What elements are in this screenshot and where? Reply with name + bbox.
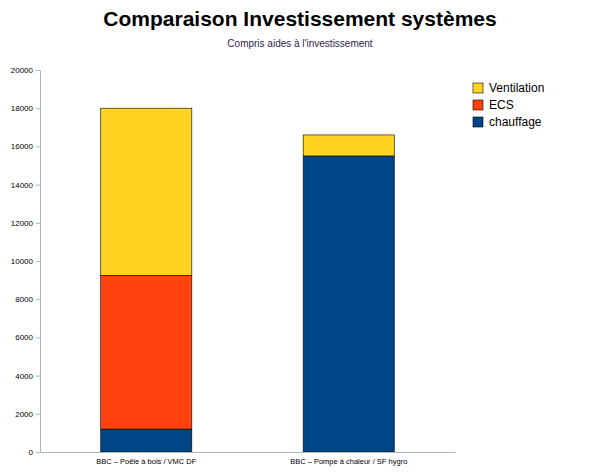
tick-label: BBC – Poêle à bois / VMC DF [96, 457, 196, 466]
tick: 2000 [15, 410, 40, 419]
tick-mark [36, 223, 40, 224]
plot-area [101, 108, 395, 452]
tick-mark [36, 108, 40, 109]
tick-mark [36, 414, 40, 415]
series [101, 275, 192, 429]
tick-mark [36, 70, 40, 71]
x-axis: BBC – Poêle à bois / VMC DF BBC – Pompe à… [41, 452, 456, 466]
background [0, 0, 600, 474]
bar [101, 429, 192, 452]
axis-line [41, 452, 456, 453]
legend-swatch [473, 117, 483, 127]
y-axis: 0 2000 4000 6000 8000 10000 12000 14000 16000 180… [11, 66, 41, 457]
tick-label: 20000 [11, 66, 34, 75]
tick-label: 12000 [11, 219, 34, 228]
tick-mark [36, 261, 40, 262]
tick: BBC – Pompe à chaleur / SF hygro [290, 452, 407, 466]
tick: 4000 [15, 372, 40, 381]
tick-mark [36, 146, 40, 147]
legend: Ventilation ECS chauffage [473, 81, 544, 129]
bar [303, 135, 394, 156]
tick-label: 6000 [15, 333, 33, 342]
tick-label: 4000 [15, 372, 33, 381]
tick-label: 18000 [11, 104, 34, 113]
tick-mark [36, 337, 40, 338]
tick-label: BBC – Pompe à chaleur / SF hygro [290, 457, 407, 466]
tick: 12000 [11, 219, 40, 228]
title: Comparaison Investissement systèmes [103, 7, 496, 30]
tick-label: 16000 [11, 142, 34, 151]
bar [101, 275, 192, 429]
legend-label: chauffage [489, 115, 542, 129]
tick: 6000 [15, 333, 40, 342]
tick-mark [36, 185, 40, 186]
tick: 14000 [11, 181, 40, 190]
subtitle: Compris aides à l'investissement [227, 38, 373, 49]
legend-label: ECS [489, 98, 514, 112]
tick: 18000 [11, 104, 40, 113]
tick-label: 10000 [11, 257, 34, 266]
tick-mark [36, 452, 40, 453]
tick: 20000 [11, 66, 40, 75]
tick-label: 2000 [15, 410, 33, 419]
tick: 16000 [11, 142, 40, 151]
legend-swatch [473, 83, 483, 93]
series [101, 108, 395, 275]
bar [303, 156, 394, 452]
tick: 10000 [11, 257, 40, 266]
legend-label: Ventilation [489, 81, 544, 95]
tick-label: 8000 [15, 295, 33, 304]
bar [101, 108, 192, 275]
tick-label: 14000 [11, 181, 34, 190]
tick: BBC – Poêle à bois / VMC DF [96, 452, 196, 466]
axis-line [40, 71, 41, 453]
tick-mark [36, 299, 40, 300]
tick: 0 [29, 448, 40, 457]
legend-swatch [473, 100, 483, 110]
tick-mark [36, 376, 40, 377]
tick: 8000 [15, 295, 40, 304]
tick-label: 0 [29, 448, 34, 457]
